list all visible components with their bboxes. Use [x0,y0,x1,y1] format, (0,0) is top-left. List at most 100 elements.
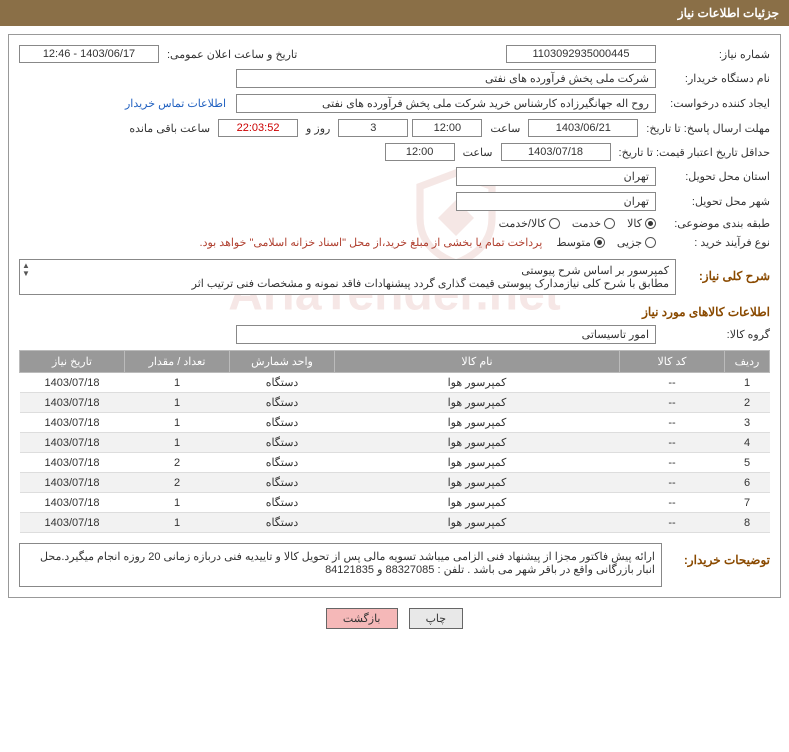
table-header-2: نام کالا [335,351,620,373]
table-cell: -- [620,453,725,473]
need-number-value: 1103092935000445 [506,45,656,63]
main-panel: AriaTender.net شماره نیاز: 1103092935000… [8,34,781,598]
goods-section-title: اطلاعات کالاهای مورد نیاز [19,305,770,319]
radio-icon [604,218,615,229]
row-description: شرح کلی نیاز: ▲▼ کمپرسور بر اساس شرح پیو… [19,259,770,295]
table-cell: کمپرسور هوا [335,473,620,493]
table-cell: 1403/07/18 [20,493,125,513]
province-value: تهران [456,167,656,186]
table-cell: 1403/07/18 [20,473,125,493]
category-label: طبقه بندی موضوعی: [660,217,770,230]
table-cell: -- [620,433,725,453]
table-cell: -- [620,493,725,513]
table-cell: 7 [725,493,770,513]
goods-group-label: گروه کالا: [660,328,770,341]
table-row: 4--کمپرسور هوادستگاه11403/07/18 [20,433,770,453]
purchase-option-0[interactable]: جزیی [617,236,656,249]
table-cell: 4 [725,433,770,453]
description-box: ▲▼ کمپرسور بر اساس شرح پیوستی مطابق با ش… [19,259,676,295]
table-cell: 1403/07/18 [20,453,125,473]
validity-time-label: ساعت [459,146,497,159]
table-cell: دستگاه [230,373,335,393]
buyer-notes-text: ارائه پیش فاکتور مجزا از پیشنهاد فنی الز… [19,543,662,587]
table-cell: کمپرسور هوا [335,513,620,533]
category-option-0[interactable]: کالا [627,217,656,230]
category-option-2[interactable]: کالا/خدمت [499,217,560,230]
table-row: 7--کمپرسور هوادستگاه11403/07/18 [20,493,770,513]
category-label-2: کالا/خدمت [499,217,546,230]
table-cell: 2 [125,473,230,493]
table-cell: 1403/07/18 [20,413,125,433]
province-label: استان محل تحویل: [660,170,770,183]
table-row: 8--کمپرسور هوادستگاه11403/07/18 [20,513,770,533]
purchase-label-1: متوسط [556,236,591,249]
table-cell: 6 [725,473,770,493]
buyer-org-value: شرکت ملی پخش فرآورده های نفتی [236,69,656,88]
radio-icon [549,218,560,229]
table-cell: کمپرسور هوا [335,453,620,473]
table-cell: -- [620,373,725,393]
row-buyer-org: نام دستگاه خریدار: شرکت ملی پخش فرآورده … [19,69,770,88]
table-cell: -- [620,473,725,493]
days-remaining-value: 3 [338,119,408,137]
validity-time-value: 12:00 [385,143,455,161]
table-row: 5--کمپرسور هوادستگاه21403/07/18 [20,453,770,473]
table-cell: -- [620,513,725,533]
table-cell: 1403/07/18 [20,433,125,453]
table-cell: دستگاه [230,453,335,473]
page-header: جزئیات اطلاعات نیاز [0,0,789,26]
table-cell: 1 [125,393,230,413]
table-cell: 1 [125,513,230,533]
table-cell: 8 [725,513,770,533]
deadline-date-value: 1403/06/21 [528,119,638,137]
city-label: شهر محل تحویل: [660,195,770,208]
description-label: شرح کلی نیاز: [680,269,770,283]
remaining-label: ساعت باقی مانده [125,122,214,135]
row-requester: ایجاد کننده درخواست: روح اله جهانگیرزاده… [19,94,770,113]
row-purchase-type: نوع فرآیند خرید : جزییمتوسط پرداخت تمام … [19,236,770,249]
table-cell: دستگاه [230,413,335,433]
radio-icon [645,218,656,229]
table-cell: 1 [125,433,230,453]
table-cell: 1403/07/18 [20,393,125,413]
row-province: استان محل تحویل: تهران [19,167,770,186]
announce-value: 1403/06/17 - 12:46 [19,45,159,63]
buyer-contact-link[interactable]: اطلاعات تماس خریدار [125,97,226,110]
category-radio-group: کالا خدمت کالا/خدمت [499,217,656,230]
city-value: تهران [456,192,656,211]
print-button[interactable]: چاپ [409,608,464,629]
table-row: 2--کمپرسور هوادستگاه11403/07/18 [20,393,770,413]
deadline-time-label: ساعت [486,122,524,135]
purchase-label-0: جزیی [617,236,642,249]
category-option-1[interactable]: خدمت [572,217,615,230]
purchase-option-1[interactable]: متوسط [556,236,605,249]
table-cell: کمپرسور هوا [335,433,620,453]
table-cell: 2 [125,453,230,473]
buyer-notes-label: توضیحات خریدار: [670,553,770,567]
row-city: شهر محل تحویل: تهران [19,192,770,211]
back-button[interactable]: بازگشت [326,608,398,629]
row-buyer-notes: توضیحات خریدار: ارائه پیش فاکتور مجزا از… [19,543,770,587]
table-cell: کمپرسور هوا [335,393,620,413]
row-validity: حداقل تاریخ اعتبار قیمت: تا تاریخ: 1403/… [19,143,770,161]
table-row: 1--کمپرسور هوادستگاه11403/07/18 [20,373,770,393]
table-cell: دستگاه [230,493,335,513]
validity-label: حداقل تاریخ اعتبار قیمت: تا تاریخ: [615,146,770,159]
category-label-1: خدمت [572,217,601,230]
table-cell: 3 [725,413,770,433]
row-goods-group: گروه کالا: امور تاسیساتی [19,325,770,344]
table-cell: دستگاه [230,433,335,453]
table-cell: کمپرسور هوا [335,493,620,513]
countdown-value: 22:03:52 [218,119,298,137]
table-row: 3--کمپرسور هوادستگاه11403/07/18 [20,413,770,433]
radio-icon [645,237,656,248]
table-header-4: تعداد / مقدار [125,351,230,373]
validity-date-value: 1403/07/18 [501,143,611,161]
deadline-label: مهلت ارسال پاسخ: تا تاریخ: [642,122,770,135]
table-cell: 1 [125,413,230,433]
category-label-0: کالا [627,217,642,230]
days-label: روز و [302,122,334,135]
table-header-5: تاریخ نیاز [20,351,125,373]
scroll-arrows-icon[interactable]: ▲▼ [22,262,30,278]
table-cell: کمپرسور هوا [335,373,620,393]
